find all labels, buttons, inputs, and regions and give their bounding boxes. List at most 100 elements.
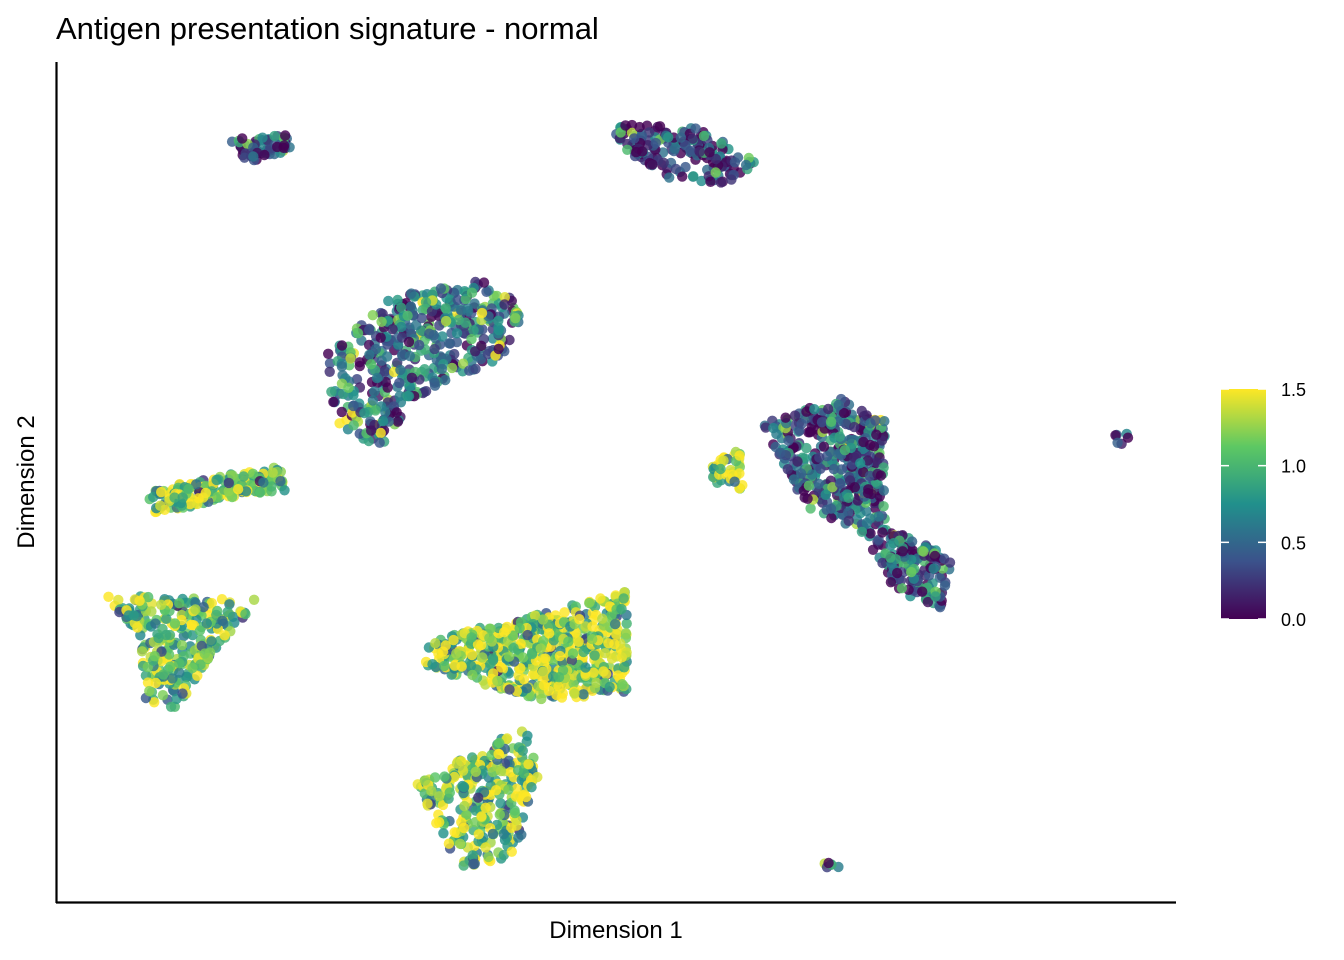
scatter-point	[465, 660, 477, 671]
scatter-point	[518, 674, 530, 685]
scatter-point	[429, 772, 441, 783]
scatter-point	[169, 492, 180, 503]
scatter-point	[201, 618, 212, 629]
scatter-point	[504, 684, 515, 695]
colorbar-tick-label: 0.5	[1281, 533, 1306, 553]
scatter-point	[1122, 432, 1134, 443]
scatter-point	[591, 677, 602, 688]
scatter-point	[451, 758, 463, 769]
scatter-point	[604, 681, 615, 693]
scatter-point	[174, 658, 185, 669]
scatter-point	[537, 666, 549, 677]
scatter-point	[816, 417, 828, 428]
scatter-point	[610, 618, 621, 630]
scatter-point	[825, 503, 837, 514]
scatter-point	[403, 391, 415, 402]
scatter-point	[428, 330, 439, 341]
scatter-point	[492, 675, 503, 687]
scatter-point	[149, 651, 160, 662]
colorbar-gradient	[1221, 389, 1266, 619]
scatter-point	[429, 343, 440, 355]
scatter-point	[336, 340, 348, 351]
scatter-point	[366, 425, 377, 436]
scatter-point	[323, 348, 334, 359]
scatter-point	[844, 434, 855, 446]
scatter-point	[734, 450, 745, 461]
scatter-point	[187, 662, 198, 674]
scatter-point	[568, 678, 579, 689]
scatter-point	[710, 153, 722, 165]
scatter-point	[944, 557, 956, 568]
scatter-point	[843, 507, 854, 518]
scatter-point	[396, 321, 407, 333]
scatter-point	[404, 350, 416, 362]
scatter-point	[794, 425, 805, 436]
scatter-point	[165, 661, 176, 672]
scatter-point	[232, 484, 244, 495]
scatter-point	[460, 317, 471, 328]
scatter-point	[128, 610, 139, 621]
scatter-point	[658, 157, 669, 168]
scatter-point	[710, 167, 721, 178]
scatter-point	[143, 591, 154, 603]
scatter-point	[157, 690, 169, 701]
scatter-point	[223, 477, 234, 489]
scatter-point	[142, 677, 154, 688]
scatter-point	[690, 123, 701, 134]
scatter-point	[458, 860, 469, 871]
scatter-point	[258, 477, 269, 488]
scatter-point	[190, 604, 201, 615]
scatter-point	[387, 324, 398, 335]
scatter-point	[698, 130, 710, 142]
scatter-point	[813, 478, 824, 489]
scatter-point	[374, 437, 385, 448]
scatter-point	[419, 775, 431, 786]
scatter-point	[807, 469, 818, 480]
scatter-point	[481, 286, 492, 297]
scatter-point	[595, 593, 606, 604]
scatter-point	[506, 846, 517, 857]
scatter-point	[803, 480, 815, 491]
scatter-point	[856, 526, 868, 537]
scatter-point	[377, 415, 389, 427]
scatter-point	[186, 619, 198, 631]
scatter-point	[563, 636, 574, 647]
scatter-point	[240, 486, 252, 497]
scatter-point	[802, 493, 813, 504]
scatter-point	[621, 647, 632, 658]
scatter-point	[443, 838, 455, 849]
scatter-point	[477, 652, 488, 663]
scatter-point	[155, 500, 166, 511]
scatter-point	[136, 646, 148, 657]
scatter-point	[718, 455, 729, 466]
scatter-point	[269, 130, 280, 142]
scatter-point	[176, 640, 188, 651]
scatter-point	[616, 603, 627, 615]
scatter-point	[818, 441, 830, 452]
scatter-point	[334, 418, 345, 429]
scatter-point	[621, 618, 632, 629]
scatter-point	[589, 650, 600, 661]
scatter-point	[431, 817, 442, 829]
scatter-point	[771, 428, 782, 440]
scatter-point	[484, 632, 495, 644]
scatter-point	[849, 421, 860, 433]
scatter-point	[212, 491, 223, 503]
scatter-point	[463, 306, 474, 317]
scatter-point	[449, 771, 460, 783]
scatter-point	[279, 485, 290, 496]
scatter-point	[617, 679, 628, 690]
scatter-point	[669, 143, 680, 154]
y-axis-label: Dimension 2	[13, 415, 40, 548]
scatter-point	[499, 627, 510, 638]
scatter-point	[929, 550, 941, 562]
scatter-point	[517, 745, 528, 756]
scatter-point	[877, 527, 888, 538]
scatter-point	[195, 659, 206, 670]
scatter-point	[472, 639, 484, 650]
scatter-point	[336, 406, 347, 418]
scatter-point	[532, 771, 543, 783]
scatter-point	[336, 361, 348, 372]
scatter-point	[574, 614, 585, 625]
scatter-point	[849, 482, 860, 493]
